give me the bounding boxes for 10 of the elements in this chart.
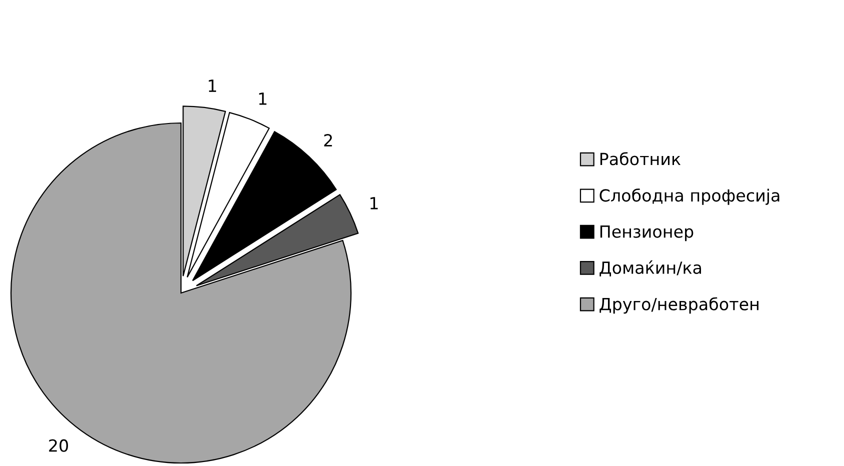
data-label: 2 bbox=[324, 134, 332, 146]
legend-label: Домаќин/ка bbox=[600, 260, 701, 276]
data-label: 20 bbox=[49, 439, 68, 452]
data-label: 1 bbox=[370, 197, 378, 210]
legend-label: Пензионер bbox=[600, 225, 694, 242]
legend-label: Работник bbox=[600, 152, 680, 166]
legend-label: Слободна професија bbox=[600, 188, 780, 205]
data-label: 1 bbox=[259, 92, 266, 105]
legend-label: Друго/невработен bbox=[600, 297, 758, 314]
data-label: 1 bbox=[208, 80, 216, 92]
